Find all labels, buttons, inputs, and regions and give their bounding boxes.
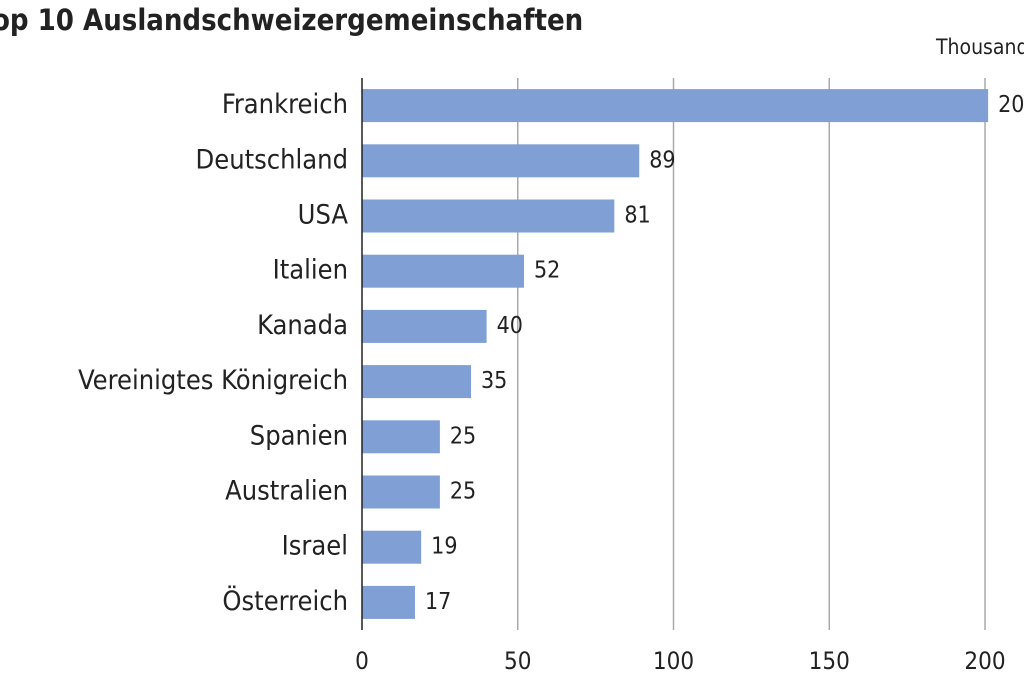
y-tick-label: Frankreich	[222, 89, 348, 120]
value-label: 89	[649, 147, 675, 173]
y-tick-label: Österreich	[222, 585, 348, 617]
x-tick-label: 100	[653, 647, 694, 675]
value-label: 25	[450, 479, 476, 505]
y-tick-label: Israel	[282, 531, 348, 562]
value-label: 201	[998, 92, 1024, 118]
value-label: 35	[481, 368, 507, 394]
bar	[362, 199, 615, 233]
chart-title: Top 10 Auslandschweizergemeinschaften	[0, 3, 583, 37]
value-label: 52	[534, 258, 560, 284]
y-tick-label: Deutschland	[196, 144, 348, 175]
value-label: 40	[497, 313, 523, 339]
bar	[362, 144, 640, 178]
y-tick-label: Kanada	[257, 310, 348, 341]
x-tick-label: 150	[809, 647, 850, 675]
bar	[362, 89, 989, 123]
bar	[362, 254, 524, 288]
y-tick-label: Vereinigtes Königreich	[78, 365, 348, 396]
x-tick-label: 50	[504, 647, 531, 675]
bar	[362, 475, 440, 509]
bar	[362, 585, 415, 619]
bar	[362, 420, 440, 454]
y-tick-label: Spanien	[250, 420, 348, 451]
x-tick-label: 200	[964, 647, 1005, 675]
y-tick-label: Italien	[273, 255, 348, 286]
value-label: 17	[425, 589, 451, 615]
unit-label: Thousands	[935, 35, 1024, 59]
bar	[362, 309, 487, 343]
bar	[362, 365, 472, 399]
y-tick-label: Australien	[225, 476, 348, 507]
bar	[362, 530, 422, 564]
x-tick-label: 0	[355, 647, 369, 675]
value-label: 81	[624, 203, 650, 229]
value-label: 25	[450, 423, 476, 449]
value-label: 19	[431, 534, 457, 560]
y-tick-label: USA	[298, 200, 349, 231]
